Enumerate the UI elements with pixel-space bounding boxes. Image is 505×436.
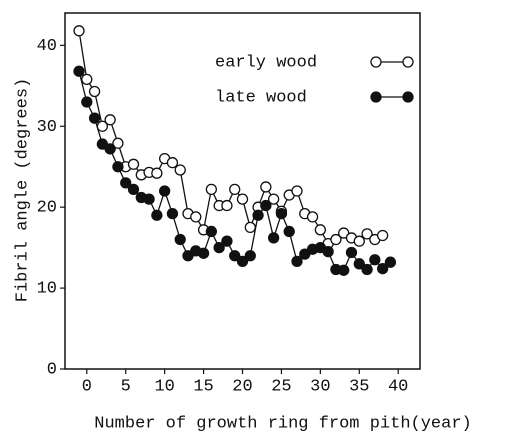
data-point — [151, 209, 163, 221]
data-point — [81, 96, 93, 108]
x-tick-label: 15 — [193, 377, 213, 396]
data-point — [236, 193, 249, 205]
legend-marker — [402, 91, 414, 103]
y-tick-label: 40 — [37, 37, 57, 56]
x-axis-label: Number of growth ring from pith(year) — [94, 414, 471, 433]
data-point — [291, 255, 303, 268]
data-point — [322, 246, 334, 258]
data-point — [112, 161, 124, 173]
x-tick-label: 40 — [388, 377, 408, 396]
data-point — [73, 65, 85, 77]
data-point — [252, 209, 264, 221]
y-tick-label: 10 — [37, 280, 57, 299]
data-point — [384, 256, 397, 268]
y-tick-label: 0 — [47, 360, 57, 379]
x-tick-label: 5 — [121, 377, 131, 396]
legend-marker — [402, 56, 414, 68]
data-point — [120, 177, 132, 189]
data-point — [229, 250, 241, 262]
legend-marker — [370, 91, 382, 103]
data-point — [330, 233, 342, 246]
data-point — [291, 185, 303, 197]
data-point — [353, 235, 365, 247]
data-point — [345, 246, 358, 259]
data-point — [353, 258, 365, 270]
data-point — [174, 164, 186, 176]
data-point — [236, 255, 249, 268]
data-point — [260, 181, 272, 193]
data-point — [361, 228, 373, 240]
data-point — [166, 208, 179, 220]
data-point — [306, 211, 319, 223]
x-tick-label: 20 — [232, 377, 252, 396]
data-point — [205, 225, 218, 238]
data-point — [244, 250, 256, 262]
data-point — [376, 229, 389, 242]
data-point — [158, 185, 171, 197]
legend-label: early wood — [215, 53, 317, 72]
data-point — [127, 158, 140, 170]
data-point — [143, 193, 155, 205]
data-point — [267, 193, 280, 205]
data-point — [127, 183, 140, 196]
data-point — [174, 233, 186, 246]
y-axis-label: Fibril angle (degrees) — [13, 78, 32, 302]
data-point — [104, 143, 116, 155]
x-tick-label: 35 — [349, 377, 369, 396]
data-point — [260, 199, 272, 212]
y-tick-label: 30 — [37, 118, 57, 137]
data-point — [73, 25, 85, 37]
data-point — [205, 183, 218, 196]
legend-label: late wood — [215, 88, 307, 107]
data-point — [221, 199, 233, 212]
data-point — [267, 232, 280, 244]
data-point — [275, 208, 288, 220]
data-point — [283, 225, 295, 238]
data-point — [190, 211, 202, 223]
data-point — [166, 157, 179, 169]
data-point — [376, 263, 389, 275]
x-tick-label: 10 — [154, 377, 174, 396]
data-point — [244, 221, 256, 234]
x-tick-label: 30 — [310, 377, 330, 396]
data-point — [361, 263, 373, 276]
data-point — [112, 137, 124, 149]
data-point — [81, 73, 93, 85]
data-point — [229, 183, 241, 196]
data-point — [151, 167, 163, 179]
data-point — [104, 114, 116, 126]
data-point — [221, 235, 233, 247]
data-point — [197, 247, 210, 259]
legend-marker — [370, 56, 382, 68]
x-tick-label: 25 — [271, 377, 291, 396]
x-tick-label: 0 — [82, 377, 92, 396]
data-point — [338, 264, 350, 276]
data-point — [213, 241, 225, 254]
data-point — [369, 254, 381, 266]
data-point — [88, 85, 101, 98]
data-point — [314, 224, 327, 236]
y-tick-label: 20 — [37, 199, 57, 218]
data-point — [88, 112, 101, 124]
